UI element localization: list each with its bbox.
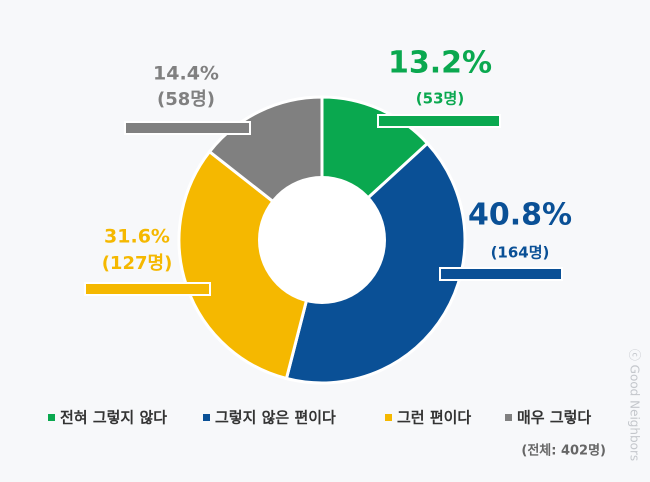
total-note: (전체: 402명) bbox=[521, 443, 606, 459]
value-label: 13.2% bbox=[388, 46, 492, 81]
legend-swatch bbox=[203, 414, 210, 421]
count-label: (53명) bbox=[416, 90, 464, 108]
legend-swatch bbox=[505, 414, 512, 421]
count-label: (127명) bbox=[102, 253, 173, 274]
count-label: (58명) bbox=[157, 89, 215, 110]
count-label: (164명) bbox=[491, 244, 550, 262]
value-label: 31.6% bbox=[104, 226, 170, 248]
legend-label: 그런 편이다 bbox=[397, 409, 471, 427]
legend-label: 전혀 그렇지 않다 bbox=[60, 409, 167, 427]
donut-hole bbox=[258, 176, 386, 304]
legend-label: 매우 그렇다 bbox=[517, 409, 591, 427]
leader-bar bbox=[377, 114, 501, 128]
legend-swatch bbox=[385, 414, 392, 421]
value-label: 14.4% bbox=[153, 63, 219, 85]
leader-bar bbox=[439, 267, 563, 281]
leader-bar bbox=[124, 121, 251, 135]
legend-swatch bbox=[48, 414, 55, 421]
legend-label: 그렇지 않은 편이다 bbox=[215, 409, 336, 427]
value-label: 40.8% bbox=[468, 198, 572, 233]
watermark: ⓒ Good Neighbors bbox=[628, 349, 642, 461]
leader-bar bbox=[84, 282, 211, 296]
